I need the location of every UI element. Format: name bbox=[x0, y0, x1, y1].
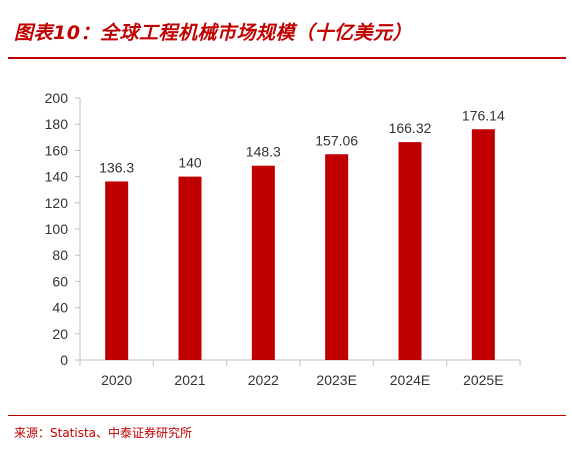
y-tick-label: 100 bbox=[45, 221, 69, 237]
y-tick-label: 80 bbox=[52, 247, 68, 263]
bar-2025E bbox=[471, 129, 495, 360]
bar-2023E bbox=[325, 154, 349, 360]
y-tick-label: 140 bbox=[45, 169, 69, 185]
x-axis: 2020 2021 2022 2023E 2024E 2025E bbox=[79, 359, 521, 388]
bar-2024E bbox=[398, 142, 422, 360]
y-tick-label: 160 bbox=[45, 142, 69, 158]
chart-title: 图表10：全球工程机械市场规模（十亿美元） bbox=[14, 22, 412, 44]
x-tick-label-2023E: 2023E bbox=[316, 372, 356, 388]
x-tick-label-2025E: 2025E bbox=[463, 372, 503, 388]
data-label-2025E: 176.14 bbox=[462, 107, 505, 123]
x-tick-label-2021: 2021 bbox=[174, 372, 205, 388]
data-label-2021: 140 bbox=[178, 155, 202, 171]
x-tick-label-2022: 2022 bbox=[248, 372, 279, 388]
data-label-2022: 148.3 bbox=[246, 144, 281, 160]
y-axis: 0 20 40 60 80 100 120 140 160 180 200 bbox=[45, 90, 81, 368]
bar-2021 bbox=[178, 176, 202, 360]
x-tick-label-2024E: 2024E bbox=[390, 372, 430, 388]
y-tick-label: 40 bbox=[52, 300, 68, 316]
x-tick-label-2020: 2020 bbox=[101, 372, 132, 388]
data-label-2023E: 157.06 bbox=[315, 132, 358, 148]
y-tick-label: 20 bbox=[52, 326, 68, 342]
bar-2022 bbox=[251, 165, 275, 360]
y-tick-label: 180 bbox=[45, 116, 69, 132]
source-divider bbox=[8, 415, 566, 416]
bar-chart: 0 20 40 60 80 100 120 140 160 180 200 2020 2021 2022… bbox=[45, 90, 521, 388]
source-note: 来源：Statista、中泰证券研究所 bbox=[14, 426, 193, 440]
data-labels: 136.3 140 148.3 157.06 166.32 176.14 bbox=[99, 107, 505, 175]
bar-2020 bbox=[105, 181, 129, 360]
y-tick-label: 120 bbox=[45, 195, 69, 211]
y-tick-label: 0 bbox=[60, 352, 68, 368]
y-tick-label: 200 bbox=[45, 90, 69, 106]
data-label-2024E: 166.32 bbox=[389, 120, 432, 136]
data-label-2020: 136.3 bbox=[99, 159, 134, 175]
title-divider bbox=[8, 57, 566, 59]
bar-series bbox=[105, 129, 495, 360]
y-tick-label: 60 bbox=[52, 273, 68, 289]
